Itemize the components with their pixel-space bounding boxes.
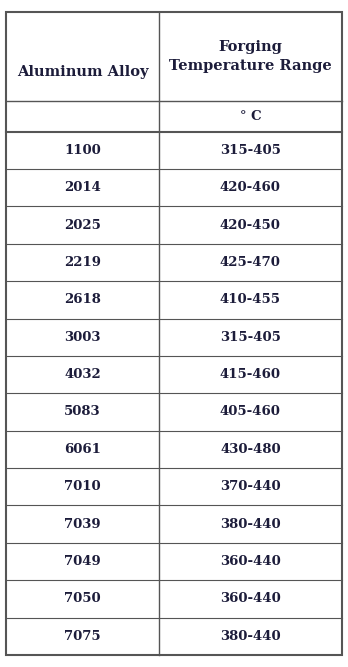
Text: 380-440: 380-440	[220, 630, 280, 643]
Text: Aluminum Alloy: Aluminum Alloy	[17, 65, 148, 79]
Text: 315-405: 315-405	[220, 144, 281, 157]
Text: 7050: 7050	[64, 592, 101, 606]
Text: ° C: ° C	[239, 109, 261, 123]
Text: 7075: 7075	[64, 630, 101, 643]
Text: 405-460: 405-460	[220, 406, 281, 418]
Text: 7049: 7049	[64, 555, 101, 568]
Text: 7010: 7010	[64, 480, 101, 494]
Text: Forging
Temperature Range: Forging Temperature Range	[169, 39, 332, 73]
Text: 2219: 2219	[64, 256, 101, 269]
Text: 415-460: 415-460	[220, 368, 281, 381]
Text: 5083: 5083	[64, 406, 101, 418]
Text: 2014: 2014	[64, 181, 101, 194]
Text: 360-440: 360-440	[220, 555, 281, 568]
Text: 410-455: 410-455	[220, 293, 281, 306]
Text: 425-470: 425-470	[220, 256, 281, 269]
Text: 370-440: 370-440	[220, 480, 280, 494]
Text: 420-450: 420-450	[220, 219, 281, 231]
Text: 1100: 1100	[64, 144, 101, 157]
Text: 420-460: 420-460	[220, 181, 281, 194]
Text: 430-480: 430-480	[220, 443, 280, 456]
Text: 2618: 2618	[64, 293, 101, 306]
Text: 380-440: 380-440	[220, 518, 280, 531]
Text: 4032: 4032	[64, 368, 101, 381]
Text: 315-405: 315-405	[220, 331, 281, 344]
Text: 7039: 7039	[64, 518, 101, 531]
Text: 3003: 3003	[64, 331, 101, 344]
Text: 6061: 6061	[64, 443, 101, 456]
Text: 360-440: 360-440	[220, 592, 281, 606]
Text: 2025: 2025	[64, 219, 101, 231]
